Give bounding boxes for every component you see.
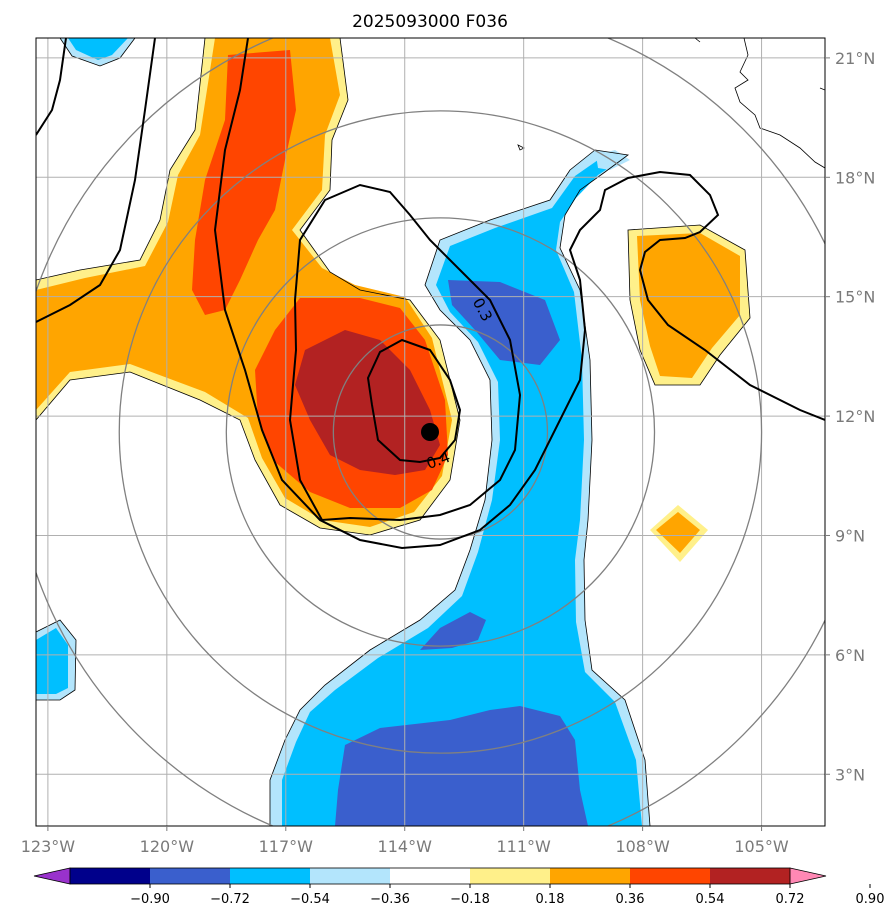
fill-negative-strong-2 — [420, 612, 486, 650]
lat-tick-label: 6°N — [835, 646, 865, 665]
lat-tick-label: 12°N — [835, 407, 875, 426]
lat-tick-label: 3°N — [835, 765, 865, 784]
thin-contour — [269, 149, 596, 826]
thin-contour — [517, 144, 525, 151]
colorbar-frame — [69, 867, 791, 885]
range-ring — [225, 217, 656, 647]
thick-contour — [36, 38, 156, 323]
lon-tick-label: 105°W — [734, 837, 789, 856]
fill-negative-strong-3 — [335, 706, 588, 826]
lat-tick-label: 18°N — [835, 168, 875, 187]
colorbar-tick-label: 0.36 — [616, 892, 645, 907]
lat-tick-label: 21°N — [835, 49, 875, 68]
coastline — [819, 87, 825, 91]
range-rings — [36, 38, 825, 826]
fill-negative-sw — [36, 628, 68, 694]
lon-tick-label: 123°W — [21, 837, 76, 856]
lon-tick-label: 114°W — [378, 837, 433, 856]
colorbar-extend-high — [789, 867, 827, 885]
colorbar-tick-label: −0.18 — [450, 892, 490, 907]
colorbar-segment — [310, 868, 391, 884]
range-ring — [118, 110, 763, 754]
colorbar-tick-label: 0.72 — [776, 892, 805, 907]
colorbar-tick-label: −0.36 — [370, 892, 410, 907]
map-frame — [35, 37, 826, 827]
chart-title: 2025093000 F036 — [352, 12, 508, 32]
colorbar-segment — [150, 868, 231, 884]
longitude-ticks: 123°W 120°W 117°W 114°W 111°W 108°W 105°W — [21, 826, 789, 856]
fill-negative-ne-halo — [596, 150, 630, 170]
fill-negative-strong — [448, 280, 560, 365]
range-ring — [332, 324, 549, 540]
colorbar-segment — [630, 868, 711, 884]
thin-contour — [36, 38, 206, 281]
thin-contour — [627, 224, 751, 386]
lon-tick-label: 117°W — [259, 837, 314, 856]
thin-contours — [36, 38, 825, 826]
fill-negative-nw — [68, 38, 128, 60]
fill-positive-east-small — [656, 512, 700, 553]
colorbar-segment — [230, 868, 311, 884]
thin-contour — [559, 149, 651, 826]
thick-contour — [36, 38, 67, 136]
thin-contour — [36, 38, 461, 536]
colorbar-segment — [470, 868, 551, 884]
fill-positive-east — [637, 233, 740, 378]
thick-contour — [213, 38, 825, 550]
colorbar-tick-label: 0.90 — [856, 892, 885, 907]
colorbar-tick-label: −0.72 — [210, 892, 250, 907]
lon-tick-label: 111°W — [496, 837, 551, 856]
colorbar: −0.90 −0.72 −0.54 −0.36 −0.18 0.18 0.36 0.54 0.7… — [33, 867, 885, 907]
fill-positive-max — [295, 330, 440, 475]
lon-tick-label: 108°W — [615, 837, 670, 856]
colorbar-tick-label: −0.90 — [130, 892, 170, 907]
colorbar-tick-label: 0.18 — [536, 892, 565, 907]
thick-contour — [366, 338, 462, 464]
colorbar-tick-label: −0.54 — [290, 892, 330, 907]
coastline — [734, 38, 825, 169]
thick-contours — [36, 38, 825, 550]
colorbar-segment — [710, 868, 791, 884]
lat-tick-label: 15°N — [835, 288, 875, 307]
latitude-ticks: 3°N 6°N 9°N 12°N 15°N 18°N 21°N — [825, 49, 875, 784]
colorbar-tick-label: 0.54 — [696, 892, 725, 907]
thin-contour — [59, 38, 136, 67]
lon-tick-label: 120°W — [140, 837, 195, 856]
colorbar-extend-low — [33, 867, 71, 885]
colorbar-segment — [390, 868, 471, 884]
storm-center-marker — [421, 423, 439, 441]
colorbar-segment — [550, 868, 631, 884]
gridlines — [36, 38, 825, 826]
lat-tick-label: 9°N — [835, 526, 865, 545]
colorbar-segment — [70, 868, 151, 884]
map-area: 0.3 0.4 — [36, 38, 825, 826]
thick-contour — [288, 183, 522, 522]
coastline — [694, 38, 701, 43]
